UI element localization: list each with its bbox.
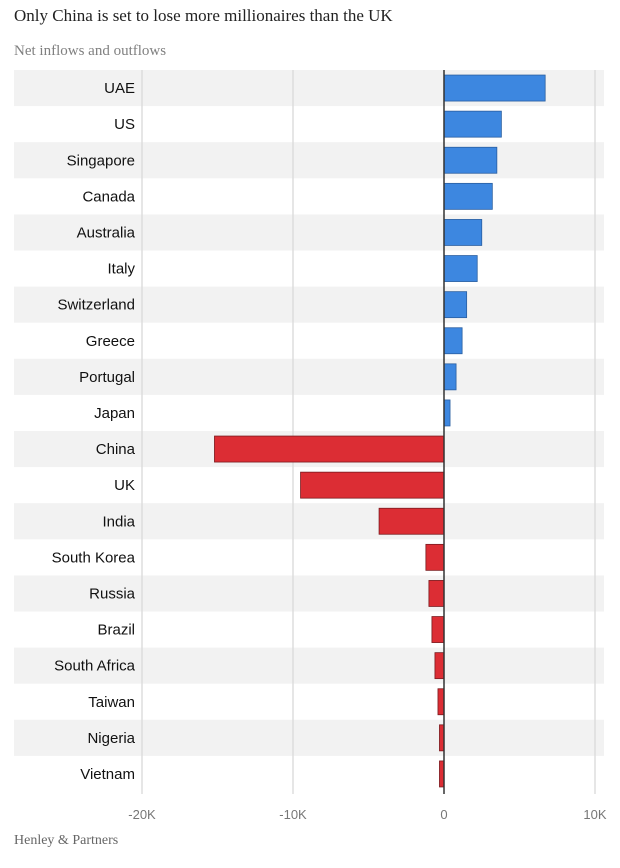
bar-brazil (431, 616, 445, 643)
bar-uk (300, 471, 445, 499)
bar-china (214, 435, 445, 463)
chart-title: Only China is set to lose more millionai… (14, 6, 393, 25)
chart-subtitle: Net inflows and outflows (14, 43, 167, 59)
category-label: South Korea (52, 549, 136, 566)
category-label: Greece (86, 333, 135, 350)
bar-india (378, 507, 445, 535)
chart-source: Henley & Partners (14, 833, 119, 848)
category-label: Vietnam (80, 766, 135, 783)
bar-switzerland (443, 291, 468, 319)
category-label: South Africa (54, 658, 136, 675)
row-stripe (14, 503, 604, 540)
category-label: Singapore (67, 152, 135, 169)
row-stripes (14, 70, 604, 756)
bar-russia (428, 580, 445, 607)
row-stripe (14, 719, 604, 756)
category-label: Canada (82, 188, 135, 205)
x-tick-label: -20K (128, 807, 156, 822)
row-stripe (14, 647, 604, 684)
bar-greece (443, 327, 463, 355)
category-label: Russia (89, 585, 136, 602)
category-label: Italy (107, 261, 135, 278)
bar-taiwan (437, 688, 445, 716)
row-stripe (14, 575, 604, 612)
x-tick-label: 0 (440, 807, 447, 822)
row-stripe (14, 214, 604, 251)
category-labels: UAE US Singapore Canada Australia Italy Switze… (52, 80, 136, 783)
bar-japan (443, 399, 451, 427)
bar-australia (443, 219, 483, 246)
bar-singapore (443, 146, 498, 174)
category-label: India (102, 513, 135, 530)
bar-south-africa (434, 652, 445, 680)
bar-south-korea (425, 543, 445, 571)
category-label: Switzerland (57, 297, 135, 314)
bar-us (443, 110, 502, 138)
x-tick-labels: -20K -10K 0 10K (128, 807, 607, 822)
category-label: China (96, 441, 136, 458)
category-label: UK (114, 477, 135, 494)
category-label: Taiwan (88, 694, 135, 711)
bar-italy (443, 255, 478, 282)
row-stripe (14, 286, 604, 323)
category-label: Nigeria (87, 730, 135, 747)
bar-uae (443, 74, 546, 102)
bar-portugal (443, 363, 457, 391)
grid-lines (141, 70, 596, 794)
category-label: US (114, 116, 135, 133)
x-tick-label: 10K (583, 807, 606, 822)
row-stripe (14, 142, 604, 179)
bars (214, 74, 546, 788)
x-tick-label: -10K (279, 807, 307, 822)
row-stripe (14, 358, 604, 395)
bar-canada (443, 182, 493, 210)
category-label: Brazil (97, 622, 135, 639)
category-label: Portugal (79, 369, 135, 386)
category-label: Japan (94, 405, 135, 422)
category-label: UAE (104, 80, 135, 97)
category-label: Australia (77, 224, 136, 241)
